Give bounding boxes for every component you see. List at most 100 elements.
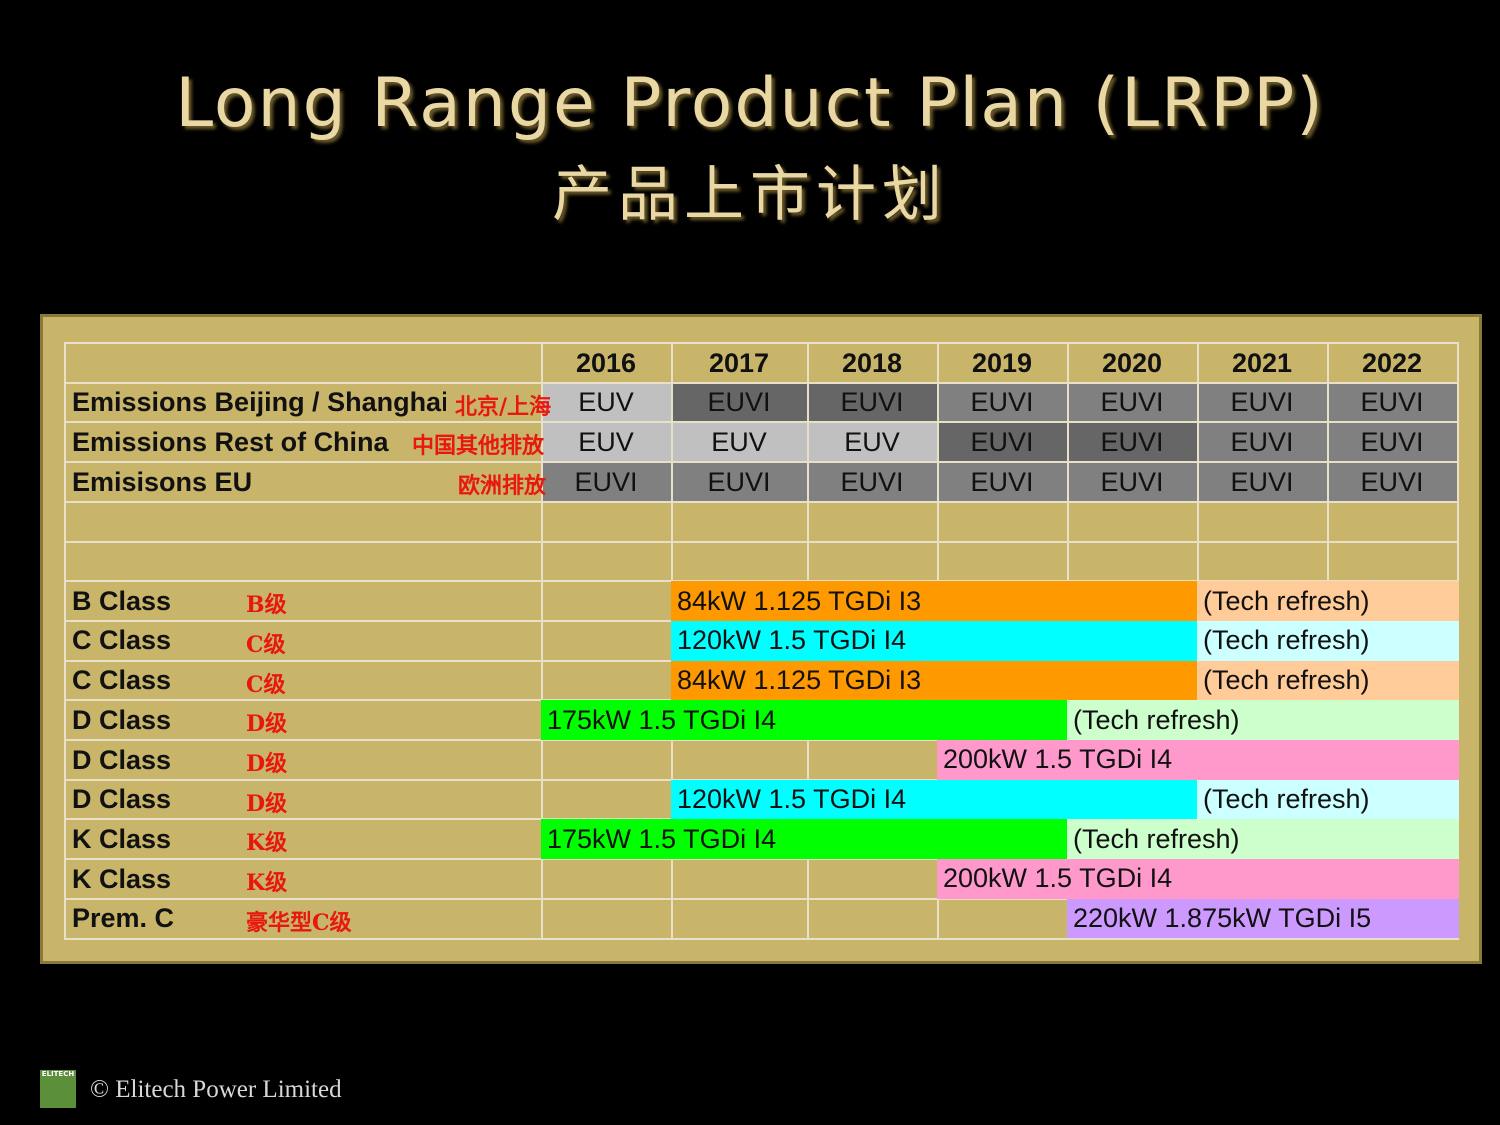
page-title: Long Range Product Plan (LRPP) xyxy=(175,64,1325,143)
class-row-label-zh: K级 xyxy=(246,830,288,857)
timeline-bar: 84kW 1.125 TGDi I3 xyxy=(671,581,1199,621)
page-subtitle-zh: 产品上市计划 xyxy=(552,160,948,230)
grid-row-line xyxy=(64,500,1459,503)
timeline-bar: (Tech refresh) xyxy=(1197,660,1459,701)
emission-cell-bg xyxy=(671,422,807,463)
class-row-label-zh: C级 xyxy=(246,631,286,658)
class-row-label: D Class xyxy=(72,704,172,735)
year-header-2020: 2020 xyxy=(1101,347,1163,378)
emission-cell-bg xyxy=(1327,382,1457,423)
emission-cell-bg xyxy=(1197,462,1327,502)
emission-row-label: Emissions Rest of China xyxy=(72,426,389,457)
emission-row-label-zh: 中国其他排放 xyxy=(412,433,545,460)
emission-row-label: Emisisons EU xyxy=(72,466,253,497)
grid-row-line xyxy=(64,897,1459,900)
emission-cell: EUVI xyxy=(1100,387,1164,418)
emission-cell: EUVI xyxy=(1230,387,1294,418)
timeline-bar: (Tech refresh) xyxy=(1197,779,1459,820)
class-row-label: B Class xyxy=(72,585,172,616)
timeline-bar: 200kW 1.5 TGDi I4 xyxy=(937,740,1459,780)
emission-cell: EUVI xyxy=(1230,466,1294,497)
class-row-label: K Class xyxy=(72,863,172,894)
grid-row-line xyxy=(64,540,1459,543)
year-header-2016: 2016 xyxy=(575,347,637,378)
timeline-bar: 200kW 1.5 TGDi I4 xyxy=(937,859,1459,899)
emission-cell: EUVI xyxy=(1360,387,1424,418)
class-row-label-zh: K级 xyxy=(246,870,288,897)
year-header-2019: 2019 xyxy=(971,347,1033,378)
emission-row-label-zh: 北京/上海 xyxy=(455,393,552,420)
emission-cell-bg xyxy=(937,422,1067,463)
emission-row-label-zh: 欧洲排放 xyxy=(458,473,547,500)
year-header-2017: 2017 xyxy=(708,347,770,378)
emission-cell: EUVI xyxy=(1360,466,1424,497)
emission-cell-bg xyxy=(1327,462,1457,502)
emission-cell-bg xyxy=(1327,422,1457,463)
timeline-bar: 175kW 1.5 TGDi I4 xyxy=(541,819,1069,860)
emission-cell: EUVI xyxy=(1100,426,1164,457)
emission-cell-bg xyxy=(1067,382,1197,423)
timeline-bar: 120kW 1.5 TGDi I4 xyxy=(671,779,1199,820)
class-row-label: Prem. C xyxy=(72,903,175,934)
emission-cell: EUVI xyxy=(840,466,904,497)
grid-row-line xyxy=(64,461,1459,464)
timeline-bar: 84kW 1.125 TGDi I3 xyxy=(671,660,1199,701)
emission-cell-bg xyxy=(671,382,807,423)
class-row-label-zh: D级 xyxy=(246,790,288,817)
emission-cell-bg xyxy=(1067,422,1197,463)
emission-cell-bg xyxy=(937,382,1067,423)
emission-cell: EUV xyxy=(578,387,634,418)
emission-cell-bg xyxy=(1197,382,1327,423)
class-row-label: K Class xyxy=(72,823,172,854)
emission-cell: EUV xyxy=(578,426,634,457)
emission-cell-bg xyxy=(671,462,807,502)
year-header-2021: 2021 xyxy=(1231,347,1293,378)
year-header-2022: 2022 xyxy=(1361,347,1423,378)
emission-cell: EUVI xyxy=(970,466,1034,497)
grid-column-line xyxy=(541,342,543,940)
emission-cell-bg xyxy=(1197,422,1327,463)
class-row-label-zh: C级 xyxy=(246,671,286,698)
emission-cell: EUVI xyxy=(1100,466,1164,497)
footer-copyright: © Elitech Power Limited xyxy=(90,1076,342,1103)
emission-cell-bg xyxy=(1067,462,1197,502)
timeline-bar: 120kW 1.5 TGDi I4 xyxy=(671,620,1199,661)
timeline-bar: (Tech refresh) xyxy=(1067,819,1459,860)
emission-cell-bg xyxy=(541,462,671,502)
grid-row-line xyxy=(64,421,1459,424)
emission-cell-bg xyxy=(937,462,1067,502)
class-row-label-zh: D级 xyxy=(246,711,288,738)
emission-cell: EUVI xyxy=(1230,426,1294,457)
emission-cell-bg xyxy=(541,382,671,423)
emission-cell: EUVI xyxy=(1360,426,1424,457)
class-row-label: D Class xyxy=(72,744,172,775)
emission-cell-bg xyxy=(807,422,937,463)
emission-cell: EUVI xyxy=(970,426,1034,457)
grid-row-line xyxy=(64,381,1459,384)
emission-row-label: Emissions Beijing / Shanghai xyxy=(72,387,446,418)
elitech-logo: ELITECH xyxy=(40,1070,76,1108)
emission-cell-bg xyxy=(807,462,937,502)
class-row-label-zh: D级 xyxy=(246,751,288,777)
emission-cell: EUVI xyxy=(574,466,638,497)
emission-cell: EUVI xyxy=(840,387,904,418)
emission-cell: EUV xyxy=(711,426,767,457)
timeline-bar: (Tech refresh) xyxy=(1197,581,1459,621)
emission-cell: EUVI xyxy=(707,466,771,497)
emission-cell: EUVI xyxy=(707,387,771,418)
class-row-label: C Class xyxy=(72,625,172,656)
emission-cell-bg xyxy=(541,422,671,463)
emission-cell-bg xyxy=(807,382,937,423)
class-row-label-zh: 豪华型C级 xyxy=(246,909,352,936)
class-row-label: C Class xyxy=(72,665,172,696)
grid-row-line xyxy=(64,858,1459,861)
emission-cell: EUV xyxy=(844,426,900,457)
class-row-label: D Class xyxy=(72,784,172,815)
timeline-bar: 175kW 1.5 TGDi I4 xyxy=(541,700,1069,740)
timeline-bar: (Tech refresh) xyxy=(1197,620,1459,661)
class-row-label-zh: B级 xyxy=(246,592,287,619)
year-header-2018: 2018 xyxy=(841,347,903,378)
emission-cell: EUVI xyxy=(970,387,1034,418)
timeline-bar: 220kW 1.875kW TGDi I5 xyxy=(1067,898,1459,939)
grid-row-line xyxy=(64,739,1459,741)
